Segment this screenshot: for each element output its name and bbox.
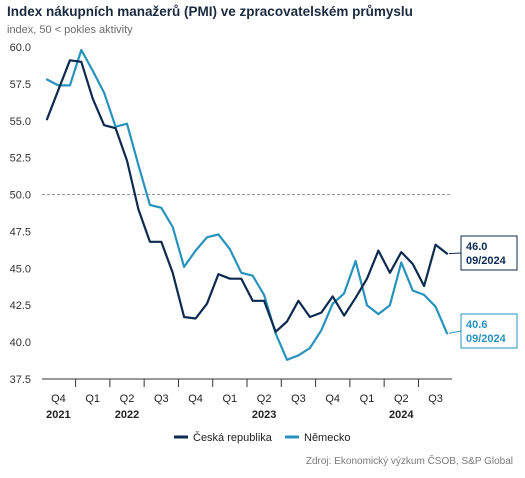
x-quarter-label: Q4 — [325, 393, 340, 405]
end-label-box — [460, 235, 518, 271]
series-line-de — [45, 48, 449, 361]
end-label-value: 46.0 — [466, 241, 487, 253]
legend-label: Německo — [304, 432, 350, 444]
y-tick-label: 42.5 — [10, 300, 31, 312]
x-quarter-label: Q2 — [257, 393, 272, 405]
y-tick-label: 60.0 — [10, 42, 31, 54]
y-tick-label: 37.5 — [10, 374, 31, 386]
source-note: Zdroj: Ekonomický výzkum ČSOB, S&P Globa… — [305, 456, 513, 467]
x-quarter-label: Q1 — [85, 393, 100, 405]
end-label-date: 09/2024 — [466, 333, 507, 345]
x-quarter-label: Q3 — [291, 393, 306, 405]
legend: Česká republika Německo — [174, 431, 350, 444]
x-quarter-label: Q2 — [394, 393, 409, 405]
y-tick-label: 55.0 — [10, 116, 31, 128]
end-label-date: 09/2024 — [466, 255, 507, 267]
end-label-connector — [448, 330, 462, 334]
chart-subtitle: index, 50 < pokles aktivity — [7, 24, 133, 36]
y-axis-ticks: 37.5 40.0 42.5 45.0 47.5 50.0 52.5 55.0 57.5 60.0 — [10, 42, 31, 386]
y-tick-label: 52.5 — [10, 153, 31, 165]
x-quarter-label: Q2 — [120, 393, 135, 405]
legend-label: Česká republika — [193, 431, 273, 444]
end-label-box — [460, 313, 518, 349]
x-year-label: 2023 — [252, 409, 276, 421]
x-quarter-label: Q3 — [154, 393, 169, 405]
x-quarter-label: Q4 — [188, 393, 203, 405]
y-tick-label: 47.5 — [10, 226, 31, 238]
x-quarter-label: Q4 — [51, 393, 66, 405]
x-year-label: 2022 — [115, 409, 139, 421]
x-quarter-label: Q1 — [223, 393, 238, 405]
series-lines — [45, 48, 449, 361]
x-quarter-label: Q1 — [360, 393, 375, 405]
x-year-label: 2024 — [389, 409, 414, 421]
y-tick-label: 40.0 — [10, 337, 31, 349]
x-axis: Q4 Q1 Q2 Q3 Q4 Q1 Q2 Q3 Q4 Q1 Q2 Q3 2021 2022 2023 2024 — [42, 378, 452, 421]
y-tick-label: 45.0 — [10, 263, 31, 275]
x-quarter-label: Q3 — [428, 393, 443, 405]
chart-title: Index nákupních manažerů (PMI) ve zpraco… — [7, 4, 413, 19]
end-label-connector — [448, 252, 462, 255]
end-labels: 46.0 09/2024 40.6 09/2024 — [448, 235, 518, 349]
end-label-value: 40.6 — [466, 319, 487, 331]
series-line-cz — [45, 59, 449, 333]
y-tick-label: 50.0 — [10, 190, 31, 202]
y-tick-label: 57.5 — [10, 79, 31, 91]
x-year-label: 2021 — [46, 409, 70, 421]
